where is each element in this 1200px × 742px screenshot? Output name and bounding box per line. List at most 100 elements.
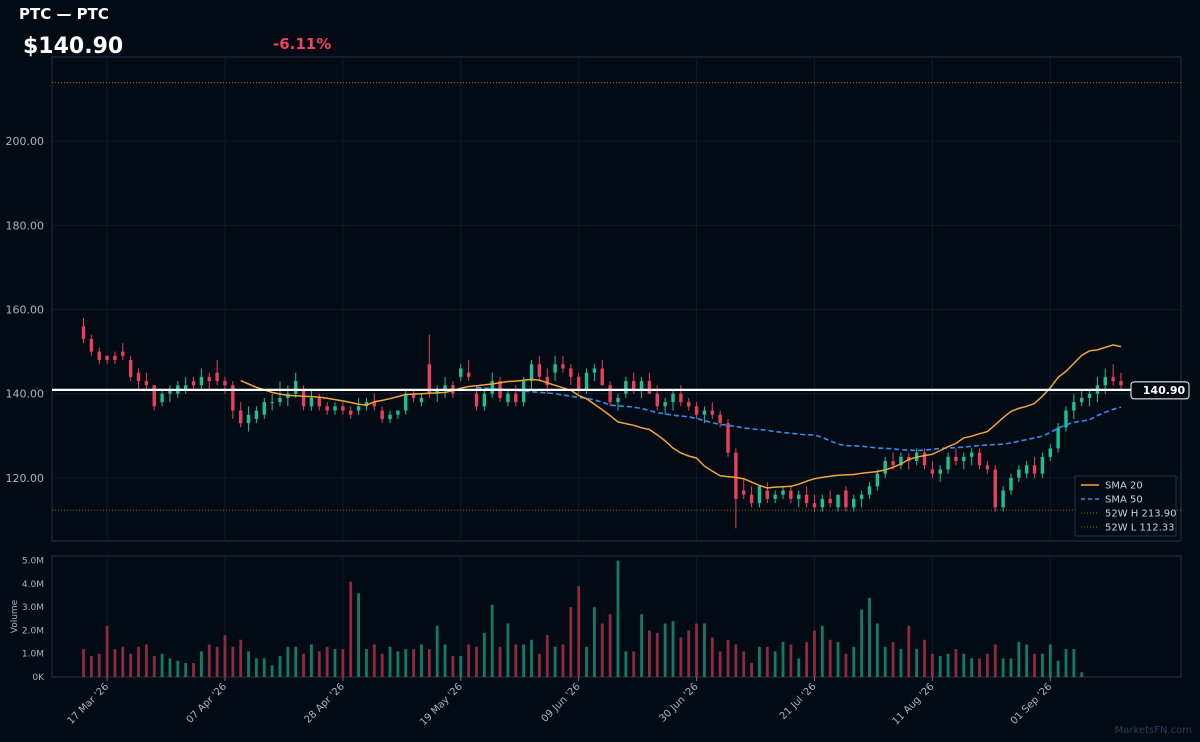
volume-bar — [1064, 649, 1068, 677]
candle-body — [514, 393, 518, 403]
volume-bar — [781, 642, 785, 677]
candle — [238, 402, 243, 428]
volume-bar — [616, 560, 620, 677]
volume-bar — [530, 639, 533, 677]
candle-body — [81, 326, 86, 339]
volume-bar — [121, 646, 125, 677]
volume-bar — [930, 653, 934, 677]
candle-body — [231, 385, 235, 411]
x-tick-label: 19 May '26 — [418, 681, 465, 728]
x-axis: 17 Mar '26 07 Apr '26 28 Apr '26 19 May '26… — [66, 677, 1054, 728]
volume-bar — [923, 639, 926, 677]
candle-body — [789, 490, 793, 499]
candle-body — [624, 381, 628, 394]
candle-body — [238, 410, 243, 424]
volume-bar — [797, 658, 801, 677]
candle — [427, 334, 432, 398]
candle-body — [883, 461, 887, 474]
volume-bar — [773, 651, 777, 677]
volume-bar — [655, 632, 659, 677]
volume-bar — [247, 651, 250, 677]
legend: SMA 20 SMA 50 52W H 213.90 52W L 112.33 — [1074, 475, 1177, 537]
candle — [1001, 486, 1005, 512]
candle — [435, 385, 439, 403]
candle-body — [726, 423, 730, 453]
candle-body — [977, 452, 982, 466]
candle-body — [600, 368, 604, 386]
candle-body — [183, 385, 188, 390]
volume-bar — [137, 646, 140, 677]
candle-body — [537, 364, 542, 377]
candle — [899, 452, 903, 470]
candle-body — [671, 393, 675, 403]
candle-body — [781, 490, 785, 495]
last-price-label: 140.90 — [1143, 384, 1186, 397]
volume-bar — [600, 623, 604, 677]
candle-body — [812, 503, 817, 508]
volume-bar — [679, 637, 683, 677]
volume-bar — [1041, 653, 1044, 677]
volume-bar — [915, 649, 919, 677]
volume-bar — [860, 609, 864, 677]
candle — [671, 389, 675, 411]
candle — [396, 410, 400, 419]
volume-bar — [545, 635, 549, 677]
candle — [1064, 406, 1068, 432]
candle — [820, 494, 825, 512]
volume-bar — [396, 651, 400, 677]
candle — [954, 448, 958, 466]
candle — [962, 452, 966, 470]
volume-bar — [302, 653, 305, 677]
candle — [1111, 364, 1115, 386]
current-price: $140.90 — [23, 34, 124, 59]
volume-bar — [420, 644, 423, 677]
candle — [1048, 444, 1052, 462]
candle — [812, 494, 817, 512]
candle-body — [388, 414, 392, 419]
volume-bar — [962, 653, 966, 677]
candle — [443, 376, 447, 398]
candle-body — [207, 376, 211, 382]
candle-body — [278, 397, 282, 403]
candle — [867, 482, 872, 499]
volume-bar — [883, 646, 887, 677]
candle — [97, 347, 101, 365]
volume-bar — [286, 646, 290, 677]
candle-body — [655, 393, 659, 407]
volume-bar — [365, 649, 368, 677]
candle — [341, 402, 345, 415]
candle — [356, 397, 361, 415]
candle — [482, 389, 487, 411]
candle — [207, 372, 211, 390]
price-change: -6.11% — [273, 35, 332, 53]
volume-bar — [985, 653, 989, 677]
volume-bar — [1056, 660, 1060, 677]
candle-body — [380, 410, 384, 419]
candle-body — [938, 469, 942, 474]
candle — [419, 393, 424, 407]
volume-bar — [239, 639, 243, 677]
volume-bar — [506, 623, 510, 677]
candle — [1080, 389, 1084, 407]
candle-body — [592, 368, 597, 373]
candle — [490, 372, 494, 398]
volume-bar — [978, 658, 981, 677]
candle-body — [576, 376, 581, 390]
candle-body — [773, 494, 777, 499]
candle — [639, 376, 644, 398]
volume-bar — [192, 663, 195, 677]
candle-body — [443, 385, 447, 390]
candle-body — [262, 402, 266, 415]
volume-bar — [899, 649, 903, 677]
candle — [836, 494, 840, 512]
volume-panel: 5.0M 4.0M 3.0M 2.0M 1.0M 0K Volume — [10, 555, 1182, 683]
volume-bar — [278, 656, 282, 677]
volume-bar — [750, 663, 753, 677]
candle-body — [687, 402, 691, 407]
candle-body — [694, 406, 699, 415]
candle — [883, 456, 887, 478]
candle — [553, 355, 557, 382]
volume-bar — [1048, 644, 1052, 677]
candle-body — [105, 355, 109, 361]
candle — [270, 393, 274, 411]
